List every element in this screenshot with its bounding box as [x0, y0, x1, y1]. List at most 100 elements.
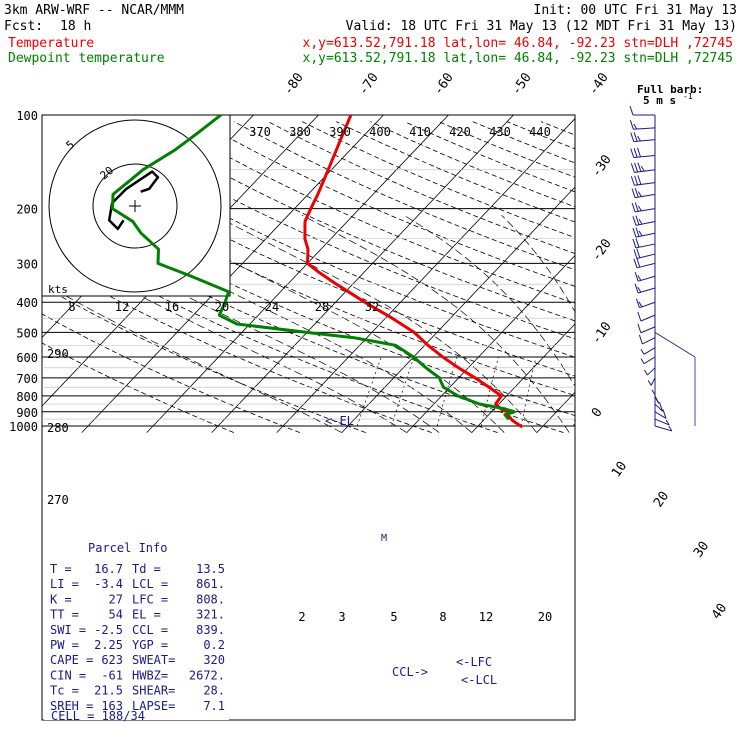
wind-barb-flag	[634, 187, 639, 198]
isotherm-label: -10	[589, 319, 615, 347]
speed-axis-label: 28	[315, 300, 329, 314]
wind-barb	[631, 202, 656, 213]
theta-e-label: 400	[369, 125, 391, 139]
wind-barb-flag	[637, 162, 642, 172]
theta-e-label: 430	[489, 125, 511, 139]
isotherm-label: -50	[509, 70, 535, 98]
wind-barb-staff	[647, 367, 656, 376]
wind-barb-flag	[637, 135, 641, 142]
isotherm-label: 40	[709, 601, 730, 622]
parcel-row-label: LI =	[50, 577, 79, 591]
pressure-tick-label: 900	[16, 406, 38, 420]
dry-adiabat	[97, 121, 575, 340]
barb-note-2: 5 m s	[643, 94, 676, 107]
wind-barb-flag	[630, 176, 635, 186]
mixing-ratio-line	[436, 356, 458, 427]
isotherm-label: -30	[589, 152, 615, 180]
init-time: Init: 00 UTC Fri 31 May 13	[534, 3, 738, 18]
wind-barb-flag	[631, 202, 636, 213]
wind-barb-flag	[662, 409, 667, 419]
pressure-tick-label: 700	[16, 372, 38, 386]
dry-adiabat	[42, 130, 575, 377]
wind-barb-staff	[635, 232, 656, 238]
parcel-row-value: 163	[101, 699, 123, 713]
theta-e-label: 440	[529, 125, 551, 139]
header: 3km ARW-WRF -- NCAR/MMM Init: 00 UTC Fri…	[4, 3, 737, 107]
wind-barb-flag	[629, 120, 634, 130]
wind-barb	[630, 162, 656, 173]
fcst-label: Fcst:	[4, 19, 43, 34]
wind-barb-flag	[637, 286, 642, 293]
marker-annotation: M	[381, 533, 387, 544]
speed-axis-label: 12	[115, 300, 129, 314]
parcel-row-label: SWI =	[50, 623, 86, 637]
parcel-row-label: Tc =	[50, 684, 79, 698]
wind-barb	[647, 377, 656, 386]
wind-barb-staff	[638, 275, 656, 282]
parcel-row-value: 623	[101, 653, 123, 667]
thermo-grid	[41, 46, 740, 721]
theta-e-label: 420	[449, 125, 471, 139]
theta-label: 270	[47, 493, 69, 507]
model-title: 3km ARW-WRF -- NCAR/MMM	[4, 3, 184, 18]
moist-adiabat	[88, 214, 472, 433]
wind-barb-flag	[630, 163, 635, 173]
hodograph-clip	[48, 119, 222, 293]
mixing-ratio-label: 20	[538, 610, 552, 624]
wind-barb-flag	[630, 132, 635, 142]
valid-time: Valid: 18 UTC Fri 31 May 13 (12 MDT Fri …	[346, 19, 737, 34]
wind-barb-flag	[651, 389, 656, 396]
barb-note-1: Full barb:	[637, 83, 703, 96]
moist-adiabat	[301, 214, 570, 433]
moist-adiabat	[214, 214, 537, 433]
wind-barb-flag	[637, 275, 642, 281]
parcel-row-label: PW =	[50, 638, 79, 652]
parcel-row-label: CCL =	[132, 623, 168, 637]
isotherm-label: -60	[431, 70, 457, 98]
wind-barb	[634, 272, 656, 282]
isotherm	[667, 46, 740, 433]
mixing-ratio-label: 5	[390, 610, 397, 624]
wind-barb-flag	[632, 238, 637, 249]
wind-barb-flag	[635, 238, 640, 248]
dry-adiabat	[301, 121, 575, 238]
hodograph-unit: kts	[48, 283, 68, 296]
wind-barb-flag	[635, 298, 640, 308]
mixing-ratio-label: 8	[439, 610, 446, 624]
parcel-row-value: 27	[109, 592, 123, 606]
mixing-ratio-label: 2	[298, 610, 305, 624]
hodograph-ring	[48, 119, 222, 293]
dew-location: x,y=613.52,791.18 lat,lon= 46.84, -92.23…	[303, 51, 733, 66]
wind-barb-flag	[634, 175, 639, 186]
wind-barb-flag	[655, 398, 660, 404]
isotherm	[276, 118, 575, 433]
wind-barb	[629, 105, 655, 116]
el-annotation: <-EL	[325, 414, 354, 428]
parcel-row-label: EL =	[132, 608, 161, 622]
hodograph-trace	[107, 170, 160, 231]
parcel-row-label: CAPE =	[50, 653, 93, 667]
mixing-ratio-line	[391, 356, 415, 427]
wind-barb-flag	[640, 165, 645, 172]
pressure-tick-label: 300	[16, 257, 38, 271]
parcel-row-value: 320	[203, 653, 225, 667]
isotherm-label: -40	[586, 70, 612, 98]
wind-barb-flag	[647, 380, 652, 386]
parcel-row-value: 2672.	[189, 668, 225, 682]
wind-barb	[654, 395, 660, 404]
wind-barb-flag	[637, 175, 642, 185]
wind-barb-flag	[640, 349, 645, 355]
isotherm-label: 0	[589, 405, 606, 420]
wind-barb-flag	[638, 230, 643, 237]
parcel-row-label: TT =	[50, 608, 79, 622]
parcel-row-label: Td =	[132, 562, 161, 576]
wind-barb-staff	[639, 301, 656, 309]
wind-barbs	[629, 105, 696, 432]
parcel-row-value: -61	[101, 668, 123, 682]
wind-barb	[631, 187, 656, 199]
wind-barb-staff	[634, 182, 656, 186]
dry-adiabat	[540, 121, 575, 136]
wind-barb	[638, 334, 656, 345]
speed-axis-label: 16	[165, 300, 179, 314]
